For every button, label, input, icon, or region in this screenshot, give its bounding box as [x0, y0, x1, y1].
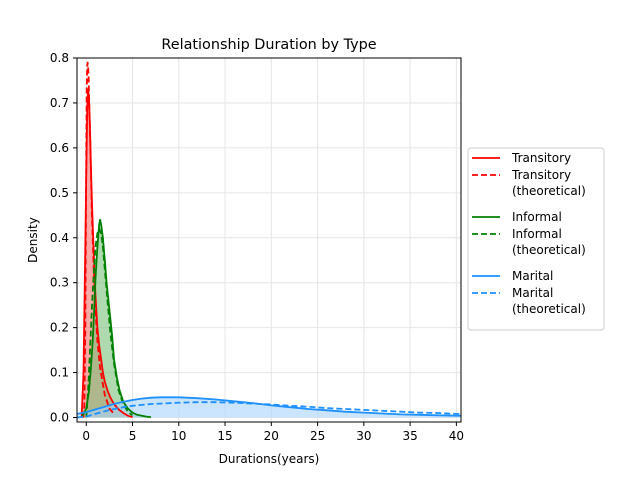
legend-label: Informal (theoretical) — [512, 227, 586, 257]
axis-ticks: 0 5 10 15 20 25 30 35 40 0.0 0.1 0.2 0.3 0.4 0.5 0.6 0.7… — [50, 51, 464, 443]
chart-title: Relationship Duration by Type — [161, 37, 376, 53]
x-tick-label: 15 — [217, 429, 232, 443]
marital-line — [77, 396, 461, 417]
x-tick-label: 25 — [310, 429, 325, 443]
y-tick-label: 0.5 — [50, 186, 69, 200]
density-lines — [77, 61, 461, 419]
y-tick-label: 0.3 — [50, 276, 69, 290]
plot-frame — [76, 57, 462, 423]
legend-label: Informal — [512, 210, 562, 224]
grid — [77, 57, 461, 422]
y-tick-label: 0.1 — [50, 366, 69, 380]
y-tick-label: 0.4 — [50, 231, 69, 245]
transitory-theoretical-line — [82, 61, 115, 418]
marital-theoretical-line — [77, 401, 461, 419]
informal-line — [80, 218, 152, 418]
y-tick-label: 0.7 — [50, 96, 69, 110]
informal-theoretical-line — [85, 227, 134, 418]
y-tick-label: 0.8 — [50, 51, 69, 65]
legend: Transitory Transitory (theoretical) Informa… — [467, 147, 605, 331]
x-tick-label: 35 — [402, 429, 417, 443]
x-tick-label: 5 — [129, 429, 137, 443]
y-tick-label: 0.6 — [50, 141, 69, 155]
x-tick-label: 0 — [82, 429, 90, 443]
legend-label: Marital — [512, 269, 553, 283]
legend-label: Transitory (theoretical) — [511, 168, 586, 198]
x-axis-label: Durations(years) — [219, 452, 320, 466]
y-axis-label: Density — [26, 217, 40, 263]
density-fills — [77, 89, 461, 418]
marital-area — [77, 397, 461, 418]
x-tick-label: 20 — [264, 429, 279, 443]
x-tick-label: 10 — [171, 429, 186, 443]
legend-frame — [467, 147, 605, 331]
informal-area — [81, 219, 151, 418]
x-tick-label: 40 — [449, 429, 464, 443]
legend-label: Transitory — [511, 151, 571, 165]
x-tick-label: 30 — [356, 429, 371, 443]
y-tick-label: 0.2 — [50, 321, 69, 335]
legend-label: Marital (theoretical) — [512, 286, 586, 316]
y-tick-label: 0.0 — [50, 411, 69, 425]
